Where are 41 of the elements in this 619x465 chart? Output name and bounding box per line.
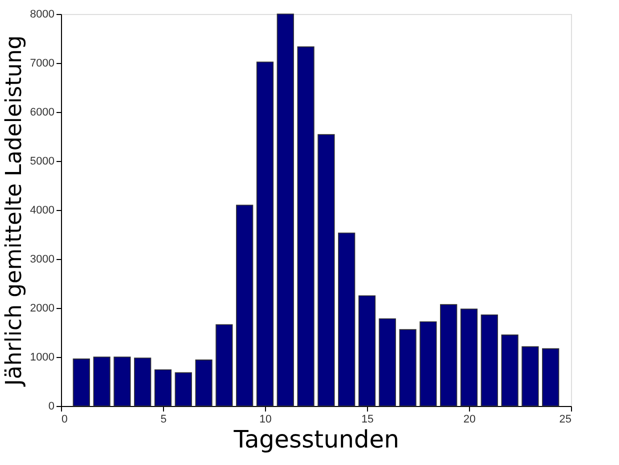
bar xyxy=(256,62,274,406)
bar xyxy=(114,356,131,406)
x-tick-label: 5 xyxy=(160,414,167,426)
y-tick-label: 2000 xyxy=(30,302,54,314)
bar xyxy=(378,318,396,406)
bar xyxy=(399,329,416,406)
x-tick-label: 0 xyxy=(62,414,68,426)
bar xyxy=(440,304,458,406)
x-tick-label: 10 xyxy=(259,414,272,426)
bar xyxy=(358,295,376,406)
bar xyxy=(216,324,233,406)
y-axis-title: Jährlich gemittelte Ladeleistung xyxy=(2,35,28,388)
x-tick-label: 20 xyxy=(463,414,476,426)
y-tick-label: 4000 xyxy=(30,204,54,216)
bar xyxy=(72,358,90,406)
y-tick-label: 5000 xyxy=(30,156,54,168)
bar xyxy=(522,346,539,406)
bar xyxy=(236,204,254,406)
bar xyxy=(338,232,356,406)
y-tick-label: 0 xyxy=(48,400,54,412)
bar xyxy=(174,372,192,406)
bar xyxy=(501,334,518,406)
y-tick-label: 1000 xyxy=(30,352,54,364)
bar xyxy=(134,358,152,406)
x-axis-title: Tagesstunden xyxy=(232,426,400,454)
bar xyxy=(420,321,437,406)
y-tick-label: 7000 xyxy=(30,58,54,70)
bar xyxy=(154,369,172,406)
bar xyxy=(276,14,294,406)
bar xyxy=(460,308,478,406)
bar xyxy=(318,134,335,406)
x-tick-label: 25 xyxy=(559,414,572,426)
y-tick-label: 6000 xyxy=(30,106,54,118)
bar xyxy=(297,46,314,406)
y-tick-label: 3000 xyxy=(30,254,54,266)
y-tick-label: 8000 xyxy=(30,8,54,20)
bar xyxy=(195,360,212,406)
bar xyxy=(93,356,110,406)
bar xyxy=(480,314,498,406)
x-tick-label: 15 xyxy=(361,414,374,426)
bar xyxy=(542,348,560,406)
